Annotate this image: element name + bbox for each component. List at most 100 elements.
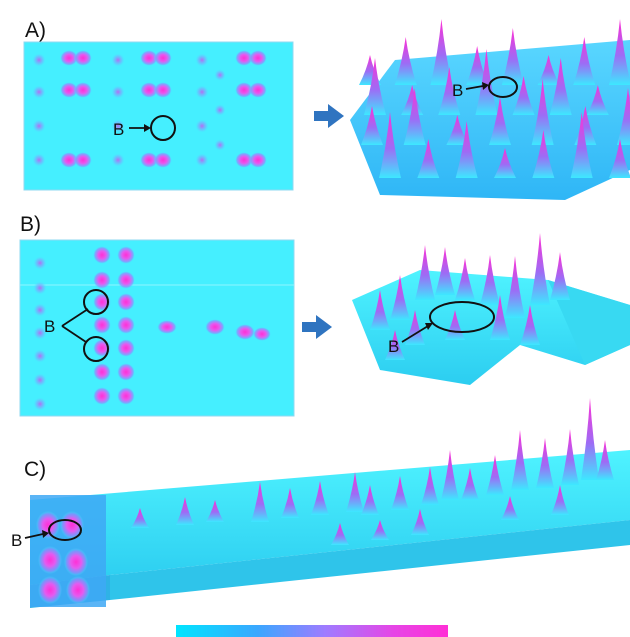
arrow-b [302, 315, 332, 339]
surface-spike [461, 468, 479, 500]
panel-b-map [19, 239, 295, 417]
colorbar [176, 625, 448, 637]
surface-spike [570, 112, 593, 178]
density-peak [64, 548, 88, 576]
density-peak [249, 50, 267, 66]
density-peak [235, 82, 253, 98]
surface-spike [391, 476, 409, 510]
density-peak [74, 50, 92, 66]
density-peak [60, 511, 84, 539]
surface-spike [609, 19, 630, 85]
density-peak [32, 85, 46, 99]
surface-spike [441, 450, 459, 500]
density-peak [117, 293, 135, 311]
density-peak [33, 373, 47, 387]
surface-spike [512, 76, 535, 115]
density-peak [195, 153, 209, 167]
annotation-a-map: B [113, 115, 176, 141]
surface-spike [486, 455, 504, 495]
density-peak [74, 82, 92, 98]
density-peak [195, 119, 209, 133]
surface-spike [394, 37, 417, 85]
marker-b-a-surface: B [452, 81, 463, 100]
surface-spike [505, 256, 525, 318]
density-peak [33, 349, 47, 363]
surface-spike [490, 295, 510, 340]
surface-spike [361, 485, 379, 515]
surface-spike [581, 398, 599, 480]
surface-spike [536, 438, 554, 488]
density-peak [235, 152, 253, 168]
density-peak [214, 69, 226, 81]
surface-spike [379, 112, 401, 178]
panel-a-label: A) [25, 19, 46, 42]
density-peak [32, 53, 46, 67]
surface-spike [501, 28, 524, 85]
density-peak [235, 324, 255, 340]
density-peak [140, 50, 158, 66]
density-peak [93, 387, 111, 405]
surface-spike [131, 508, 149, 528]
density-peak [33, 326, 47, 340]
surface-spike [573, 37, 596, 85]
surface-spike [435, 247, 455, 295]
surface-spike [438, 67, 461, 115]
density-peak [195, 53, 209, 67]
density-peak [140, 82, 158, 98]
density-peak [154, 50, 172, 66]
density-peak [111, 153, 125, 167]
surface-spike [361, 106, 383, 145]
density-peak [235, 50, 253, 66]
surface-spike [511, 430, 529, 490]
density-peak [249, 82, 267, 98]
annotation-c-surface: B [11, 519, 82, 550]
surface-spike [281, 488, 299, 518]
surface-spike [364, 58, 386, 115]
surface-spike [401, 85, 424, 115]
density-peak [111, 85, 125, 99]
annotation-a-surface: B [452, 76, 518, 100]
density-peak [249, 152, 267, 168]
panel-c-surface [30, 398, 630, 608]
surface-spike [489, 97, 511, 145]
density-peak [117, 363, 135, 381]
annotation-b-surface: B [388, 301, 495, 356]
surface-spike [371, 520, 389, 540]
density-peak [60, 152, 78, 168]
density-peak [157, 320, 177, 334]
marker-b-c-surface: B [11, 531, 22, 550]
density-peak [117, 339, 135, 357]
density-peak [154, 82, 172, 98]
surface-spike [390, 275, 410, 320]
density-peak [32, 153, 46, 167]
density-peak [111, 119, 125, 133]
density-peak [93, 246, 111, 264]
surface-spike [331, 523, 349, 545]
panel-b-label: B) [20, 213, 41, 236]
surface-spike [421, 467, 439, 505]
density-peak [74, 152, 92, 168]
density-peak [205, 319, 225, 335]
surface-spike [550, 252, 570, 300]
density-peak [154, 152, 172, 168]
arrow-a [314, 104, 344, 128]
density-peak [93, 363, 111, 381]
surface-spike [446, 115, 469, 145]
marker-b-b-map: B [44, 317, 55, 336]
surface-spike [596, 440, 614, 480]
density-peak [36, 511, 60, 539]
density-peak [111, 53, 125, 67]
surface-spike [549, 58, 572, 115]
density-peak [33, 303, 47, 317]
surface-spike [411, 509, 429, 535]
panel-a-surface [350, 19, 630, 200]
density-peak [253, 327, 271, 341]
panel-c-label: C) [24, 458, 47, 481]
density-peak [117, 271, 135, 289]
surface-spike [561, 429, 579, 485]
panel-b-surface [352, 233, 630, 385]
surface-spike [551, 485, 569, 515]
surface-spike [176, 497, 194, 525]
surface-spike [385, 330, 405, 360]
